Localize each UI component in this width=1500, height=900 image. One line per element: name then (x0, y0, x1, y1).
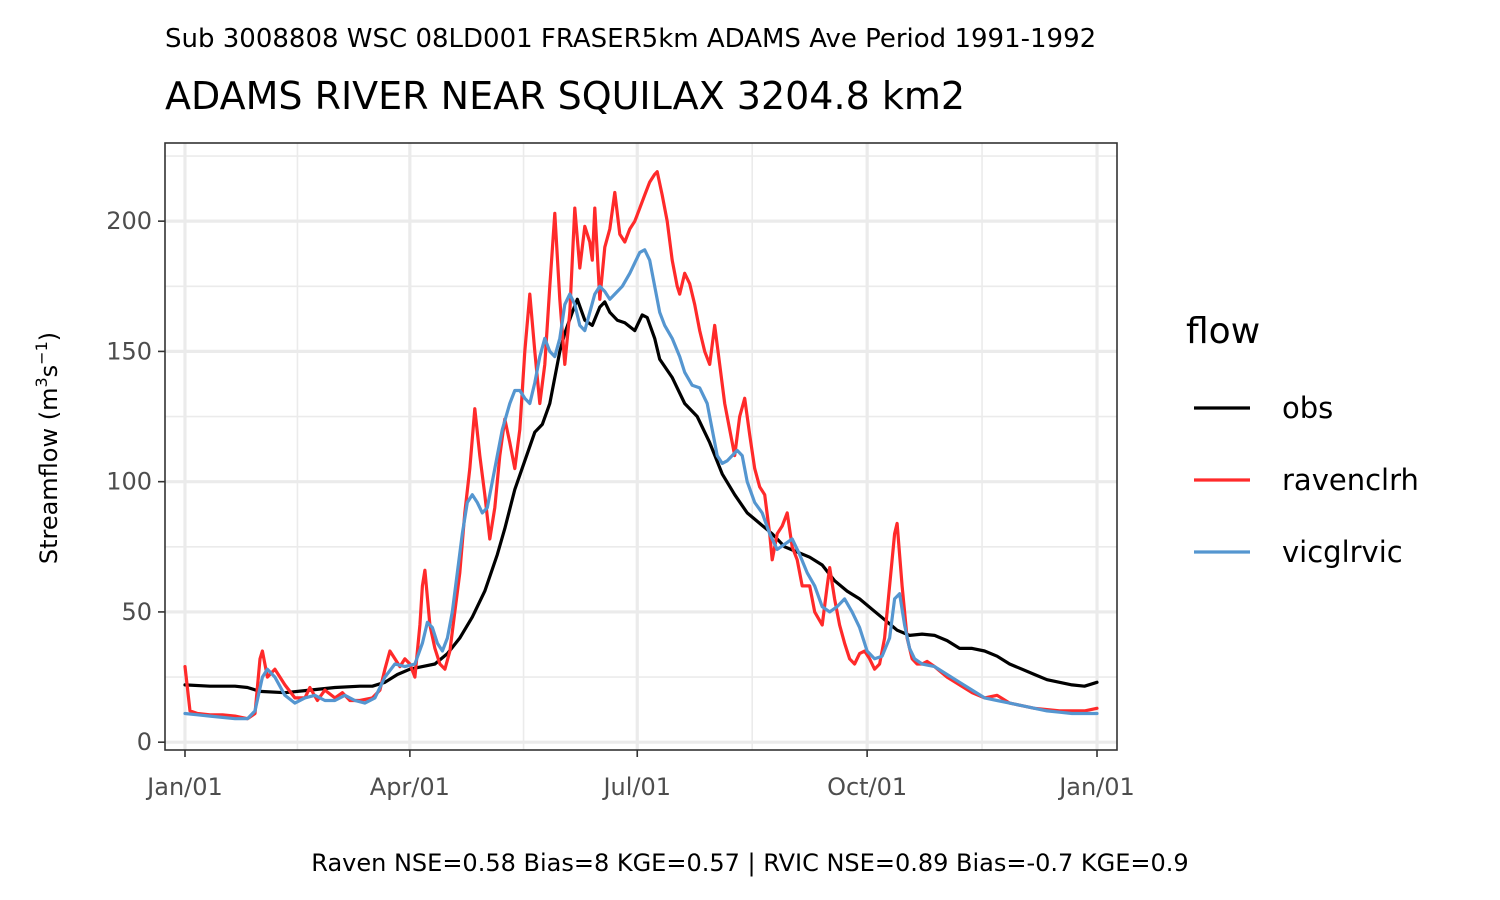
x-tick-label: Jan/01 (145, 773, 223, 801)
legend-label-ravenclrh: ravenclrh (1282, 463, 1419, 497)
y-tick-label: 200 (106, 207, 152, 235)
legend-label-obs: obs (1282, 391, 1333, 425)
legend-items: obs ravenclrh vicglrvic (1194, 391, 1419, 569)
x-tick-label: Apr/01 (370, 773, 450, 801)
y-axis-title: Streamflow (m3s−1) (32, 332, 63, 564)
x-tick-label: Jan/01 (1057, 773, 1135, 801)
grid (165, 143, 1117, 750)
chart-caption: Raven NSE=0.58 Bias=8 KGE=0.57 | RVIC NS… (311, 849, 1188, 877)
series-line-obs (183, 297, 1099, 695)
y-tick-label: 100 (106, 468, 152, 496)
x-tick-label: Jul/01 (601, 773, 671, 801)
plot-panel-border (164, 142, 1118, 751)
y-tick-label: 150 (106, 337, 152, 365)
legend-label-vicglrvic: vicglrvic (1282, 535, 1403, 569)
legend: flow obs ravenclrh vicglrvic (1186, 311, 1419, 569)
chart-title: ADAMS RIVER NEAR SQUILAX 3204.8 km2 (165, 74, 965, 118)
series-lines (183, 170, 1099, 721)
series-line-vicglrvic (183, 248, 1099, 721)
series-line-ravenclrh (183, 170, 1099, 721)
y-tick-label: 50 (121, 598, 152, 626)
legend-title: flow (1186, 311, 1260, 352)
y-tick-label: 0 (137, 728, 152, 756)
axis-ticks: 0 50 100 150 200 Jan/01 Apr/01 Jul/01 Oct/01 Jan/… (106, 207, 1135, 801)
x-tick-label: Oct/01 (827, 773, 907, 801)
chart-subtitle: Sub 3008808 WSC 08LD001 FRASER5km ADAMS … (165, 24, 1096, 54)
